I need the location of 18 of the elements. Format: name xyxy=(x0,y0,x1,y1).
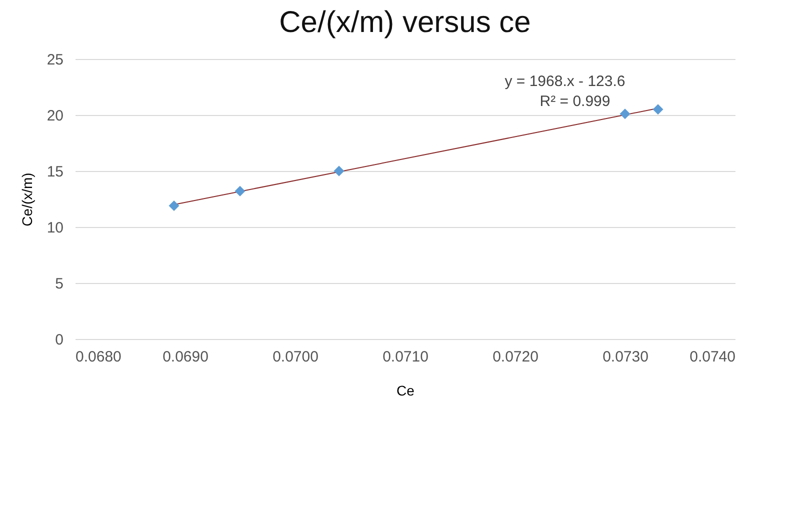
x-axis-title: Ce xyxy=(396,382,415,398)
x-tick-label: 0.0680 xyxy=(76,348,122,366)
x-tick-label: 0.0730 xyxy=(602,348,648,366)
x-tick-label: 0.0700 xyxy=(272,348,318,366)
x-tick-label: 0.0740 xyxy=(690,348,736,366)
y-tick-label: 25 xyxy=(46,52,64,68)
annotation: R² = 0.999 xyxy=(540,93,610,110)
x-tick-label: 0.0710 xyxy=(382,348,428,366)
y-tick-label: 20 xyxy=(46,108,64,124)
y-tick-label: 5 xyxy=(55,276,64,292)
x-tick-label: 0.0720 xyxy=(492,348,538,366)
y-tick-label: 10 xyxy=(46,220,64,236)
annotation: y = 1968.x - 123.6 xyxy=(504,73,626,90)
y-tick-label: 0 xyxy=(55,332,64,348)
x-tick-label: 0.0690 xyxy=(162,348,208,366)
chart-title: Ce/(x/m) versus ce xyxy=(279,6,531,39)
y-tick-label: 15 xyxy=(46,164,64,180)
y-axis-title: Ce/(x/m) xyxy=(18,172,35,226)
